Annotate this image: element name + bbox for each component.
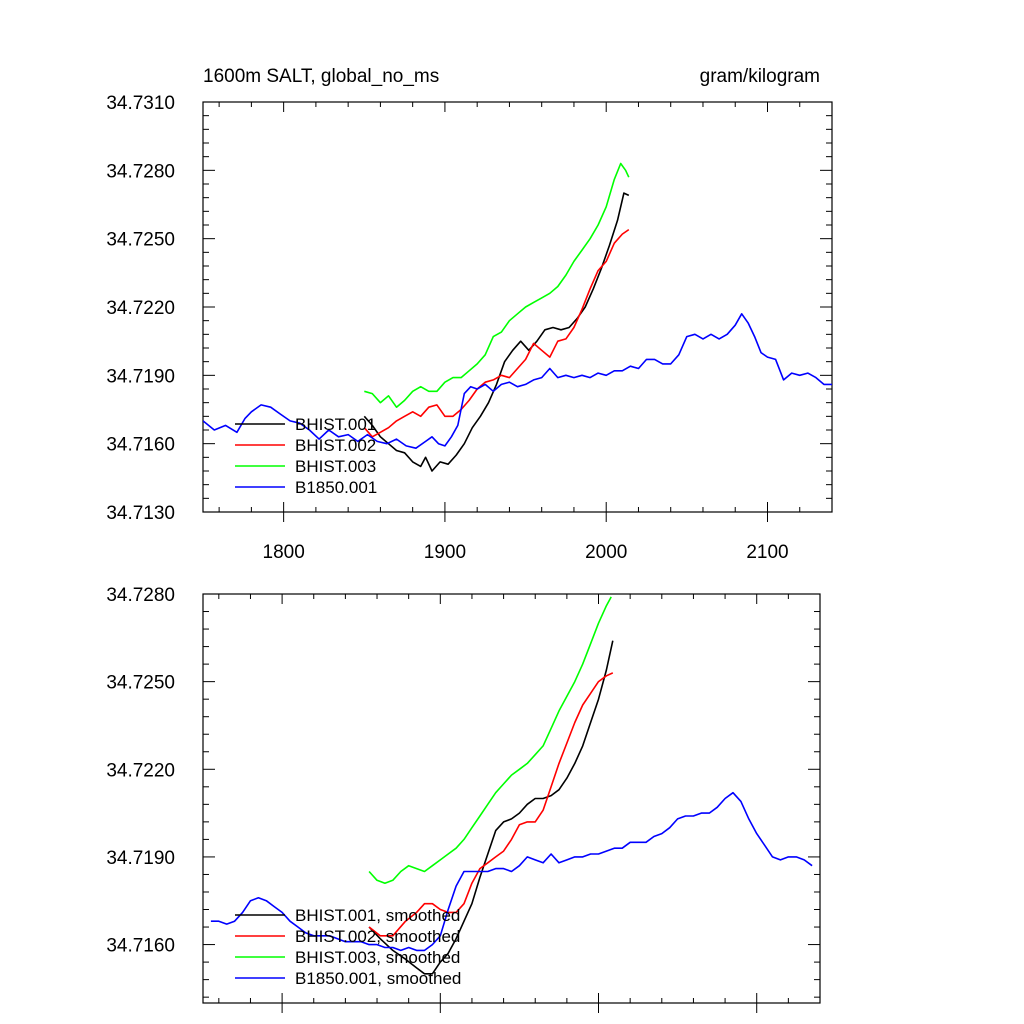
top-chart-panel: 1800 1900 2000 2100 34.7130 34.7160 34.7190 34.…	[106, 93, 833, 563]
legend-label: BHIST.001, smoothed	[295, 906, 460, 925]
legend-label: BHIST.003	[295, 457, 376, 476]
y-tick-label: 34.7190	[106, 366, 175, 387]
legend-label: B1850.001	[295, 478, 377, 497]
series-line-bhist-003	[364, 162, 630, 408]
legend-label: BHIST.001	[295, 415, 376, 434]
y-tick-label: 34.7280	[106, 161, 175, 182]
series-group	[210, 596, 813, 975]
y-tick-label: 34.7250	[106, 673, 175, 694]
series-line-bhist-002	[363, 228, 630, 438]
y-tick-label: 34.7160	[106, 936, 175, 957]
y-tick-label: 34.7220	[106, 760, 175, 781]
y-tick-label: 34.7250	[106, 230, 175, 251]
legend-label: BHIST.002, smoothed	[295, 927, 460, 946]
series-group	[203, 162, 832, 472]
y-tick-label: 34.7130	[106, 503, 175, 524]
legend-label: BHIST.002	[295, 436, 376, 455]
top-chart-title: 1600m SALT, global_no_ms	[203, 66, 439, 87]
x-tick-label: 1900	[424, 542, 466, 563]
plot-frame	[202, 593, 821, 1004]
legend-label: BHIST.003, smoothed	[295, 948, 460, 967]
y-tick-label: 34.7280	[106, 585, 175, 606]
bottom-chart-panel: 34.7160 34.7190 34.7220 34.7250 34.7280 BHIST…	[106, 585, 821, 1013]
x-tick-label: 1800	[263, 542, 305, 563]
top-chart-units: gram/kilogram	[700, 66, 820, 87]
series-line-bhist-002-smoothed	[368, 672, 614, 937]
y-tick-label: 34.7190	[106, 848, 175, 869]
series-line-b1850-001	[203, 313, 832, 449]
x-tick-label: 2000	[585, 542, 627, 563]
y-tick-label: 34.7310	[106, 93, 175, 114]
series-line-bhist-001-smoothed	[368, 640, 614, 975]
y-tick-label: 34.7160	[106, 435, 175, 456]
series-line-b1850-001-smoothed	[210, 791, 813, 952]
y-tick-label: 34.7220	[106, 298, 175, 319]
legend-label: B1850.001, smoothed	[295, 969, 461, 988]
series-line-bhist-003-smoothed	[368, 596, 612, 884]
series-line-bhist-001	[363, 192, 630, 472]
x-tick-label: 2100	[746, 542, 788, 563]
